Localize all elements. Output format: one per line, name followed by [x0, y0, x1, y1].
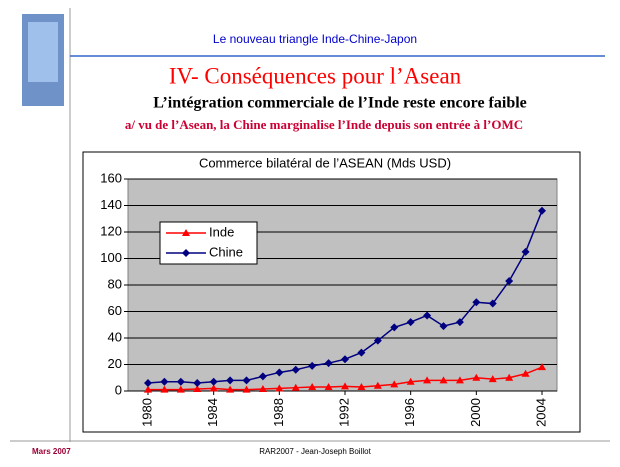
x-tick-label: 1992 [336, 398, 351, 427]
x-tick-label: 2004 [533, 398, 548, 427]
header-text: Le nouveau triangle Inde-Chine-Japon [213, 32, 417, 46]
y-tick-label: 0 [115, 382, 122, 397]
legend-label: Chine [209, 244, 243, 259]
x-tick-label: 1980 [139, 398, 154, 427]
y-tick-label: 40 [108, 329, 122, 344]
page: {"header": {"text": "Le nouveau triangle… [0, 0, 620, 462]
slide: Le nouveau triangle Inde-Chine-Japon IV-… [0, 0, 620, 462]
footer-source: RAR2007 - Jean-Joseph Boillot [259, 447, 371, 456]
footer-date: Mars 2007 [32, 447, 71, 456]
y-tick-label: 120 [100, 223, 122, 238]
x-tick-label: 2000 [468, 398, 483, 427]
x-tick-label: 1996 [402, 398, 417, 427]
slide-subtitle: L’intégration commerciale de l’Inde rest… [153, 95, 527, 112]
chart-title: Commerce bilatéral de l’ASEAN (Mds USD) [199, 155, 451, 170]
y-tick-label: 140 [100, 197, 122, 212]
y-tick-label: 80 [108, 276, 122, 291]
y-tick-label: 20 [108, 356, 122, 371]
y-tick-label: 100 [100, 250, 122, 265]
y-tick-label: 160 [100, 170, 122, 185]
x-tick-label: 1984 [205, 398, 220, 427]
x-tick-label: 1988 [271, 398, 286, 427]
logo-detail [28, 22, 58, 82]
y-tick-label: 60 [108, 303, 122, 318]
legend-label: Inde [209, 224, 234, 239]
slide-title: IV- Conséquences pour l’Asean [169, 63, 462, 88]
slide-subheading: a/ vu de l’Asean, la Chine marginalise l… [125, 117, 523, 132]
